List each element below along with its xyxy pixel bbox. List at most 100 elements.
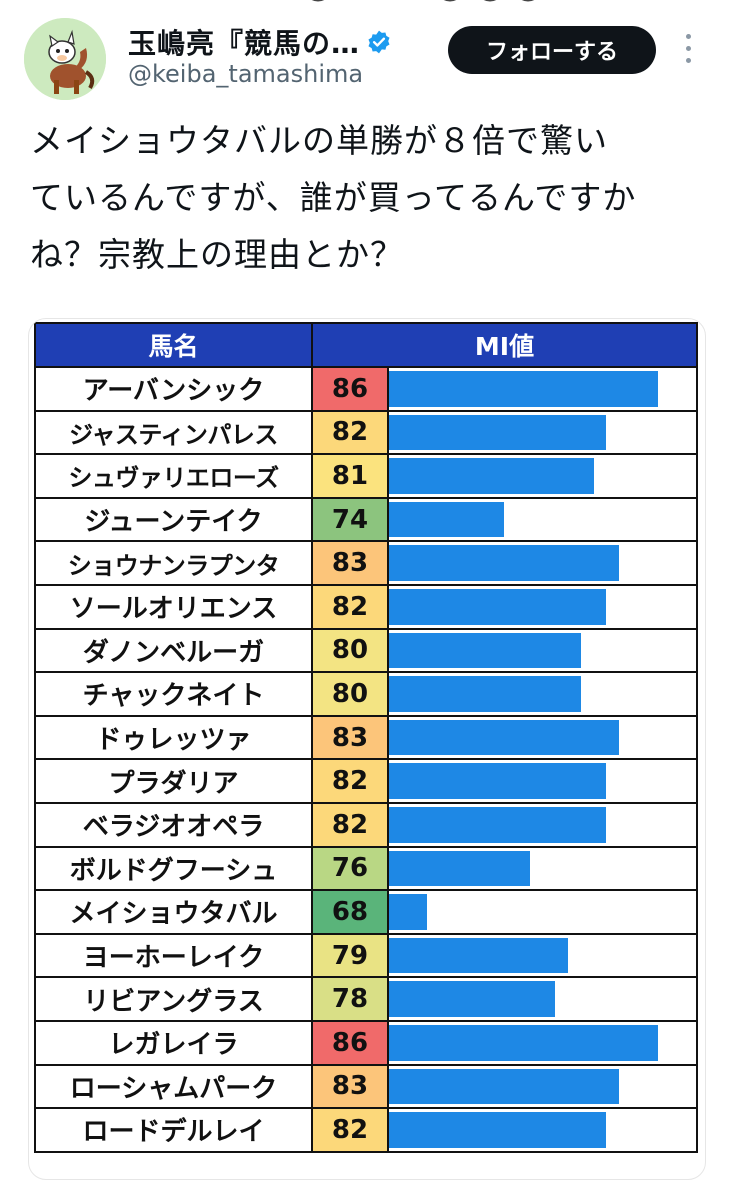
mi-value: 68 [311, 889, 389, 935]
mi-bar [389, 763, 607, 799]
mi-value: 80 [311, 627, 389, 674]
mi-bar-cell [387, 453, 698, 499]
mi-bar [389, 937, 569, 974]
table-row: ドゥレッツァ 83 [34, 714, 698, 761]
follow-button[interactable]: フォローする [448, 26, 656, 74]
mi-bar [389, 371, 658, 407]
horse-name: シュヴァリエローズ [34, 453, 313, 499]
mi-bar [389, 719, 620, 756]
avatar[interactable] [24, 18, 106, 100]
horse-name: レガレイラ [34, 1019, 313, 1066]
horse-name: プラダリア [34, 758, 313, 804]
table-row: リビアングラス 78 [34, 976, 698, 1022]
horse-name: ローシャムパーク [34, 1063, 313, 1110]
table-row: プラダリア 82 [34, 758, 698, 804]
mi-value: 82 [311, 758, 389, 804]
horse-name: ショウナンラプンタ [34, 540, 313, 586]
mi-bar-cell [387, 627, 698, 674]
mi-bar [389, 1068, 620, 1105]
mi-bar-cell [387, 976, 698, 1022]
table-row: メイショウタバル 68 [34, 889, 698, 935]
horse-name: ジャスティンパレス [34, 409, 313, 456]
mi-bar-cell [387, 845, 698, 892]
handle[interactable]: @keiba_tamashima [128, 60, 364, 88]
horse-name: アーバンシック [34, 366, 313, 412]
mi-value: 82 [311, 1107, 389, 1153]
mi-value: 82 [311, 583, 389, 630]
horse-name: ボルドグフーシュ [34, 845, 313, 892]
table-row: ジューンテイク 74 [34, 496, 698, 543]
mi-bar-cell [387, 409, 698, 456]
column-header-mi-value: MI値 [311, 322, 698, 368]
mi-value: 83 [311, 540, 389, 586]
mi-bar [389, 850, 530, 887]
mi-bar-cell [387, 1063, 698, 1110]
horse-name: ヨーホーレイク [34, 932, 313, 979]
mi-value: 82 [311, 801, 389, 848]
horse-name: ソールオリエンス [34, 583, 313, 630]
table-row: ローシャムパーク 83 [34, 1063, 698, 1110]
mi-bar [389, 894, 428, 930]
mi-value: 76 [311, 845, 389, 892]
mi-bar-cell [387, 1019, 698, 1066]
table-row: ショウナンラプンタ 83 [34, 540, 698, 586]
table-row: ベラジオオペラ 82 [34, 801, 698, 848]
mi-value: 82 [311, 409, 389, 456]
mi-bar [389, 981, 556, 1017]
mi-bar-cell [387, 671, 698, 717]
horse-name: ベラジオオペラ [34, 801, 313, 848]
horse-name: チャックネイト [34, 671, 313, 717]
mi-bar-cell [387, 540, 698, 586]
mi-bar [389, 545, 620, 581]
mi-bar-cell [387, 496, 698, 543]
table-row: ヨーホーレイク 79 [34, 932, 698, 979]
mi-bar [389, 501, 505, 538]
mi-value: 74 [311, 496, 389, 543]
mi-value: 81 [311, 453, 389, 499]
mi-bar-cell [387, 583, 698, 630]
table-row: レガレイラ 86 [34, 1019, 698, 1066]
verified-badge-icon [368, 30, 390, 54]
horse-name: ジューンテイク [34, 496, 313, 543]
mi-value-table: 馬名 MI値 アーバンシック 86 ジャスティンパレス 82 シュヴァリエローズ 81 ジュ… [34, 322, 698, 1153]
table-row: ソールオリエンス 82 [34, 583, 698, 630]
horse-name: ドゥレッツァ [34, 714, 313, 761]
mi-bar [389, 458, 594, 494]
display-name[interactable]: 玉嶋亮『競馬の… [128, 27, 361, 60]
mi-bar [389, 806, 607, 843]
mi-bar [389, 632, 581, 669]
mi-bar [389, 1024, 658, 1061]
mi-value: 79 [311, 932, 389, 979]
mi-value: 86 [311, 1019, 389, 1066]
table-row: チャックネイト 80 [34, 671, 698, 717]
horse-name: ダノンベルーガ [34, 627, 313, 674]
mi-bar [389, 414, 607, 451]
mi-bar [389, 1112, 607, 1148]
mi-bar-cell [387, 758, 698, 804]
mi-value: 86 [311, 366, 389, 412]
horse-name: ロードデルレイ [34, 1107, 313, 1153]
mi-bar-cell [387, 889, 698, 935]
table-row: アーバンシック 86 [34, 366, 698, 412]
cropped-header-fragment [311, 0, 535, 2]
mi-bar-cell [387, 801, 698, 848]
tweet-image[interactable]: 馬名 MI値 アーバンシック 86 ジャスティンパレス 82 シュヴァリエローズ 81 ジュ… [28, 318, 706, 1180]
mi-value: 78 [311, 976, 389, 1022]
horse-name: リビアングラス [34, 976, 313, 1022]
mi-bar-cell [387, 932, 698, 979]
mi-value: 83 [311, 714, 389, 761]
tweet-text: メイショウタバルの単勝が８倍で驚い ているんですが、誰が買ってるんですか ね？宗… [30, 121, 637, 274]
table-row: ロードデルレイ 82 [34, 1107, 698, 1153]
mi-value: 80 [311, 671, 389, 717]
horse-name: メイショウタバル [34, 889, 313, 935]
table-row: ダノンベルーガ 80 [34, 627, 698, 674]
mi-bar [389, 588, 607, 625]
mi-bar [389, 676, 581, 712]
author-name-row[interactable]: 玉嶋亮『競馬の… [128, 22, 392, 62]
mi-value: 83 [311, 1063, 389, 1110]
column-header-horse-name: 馬名 [34, 322, 313, 368]
mi-bar-cell [387, 366, 698, 412]
table-row: ジャスティンパレス 82 [34, 409, 698, 456]
more-options-icon[interactable] [676, 34, 700, 70]
table-row: シュヴァリエローズ 81 [34, 453, 698, 499]
